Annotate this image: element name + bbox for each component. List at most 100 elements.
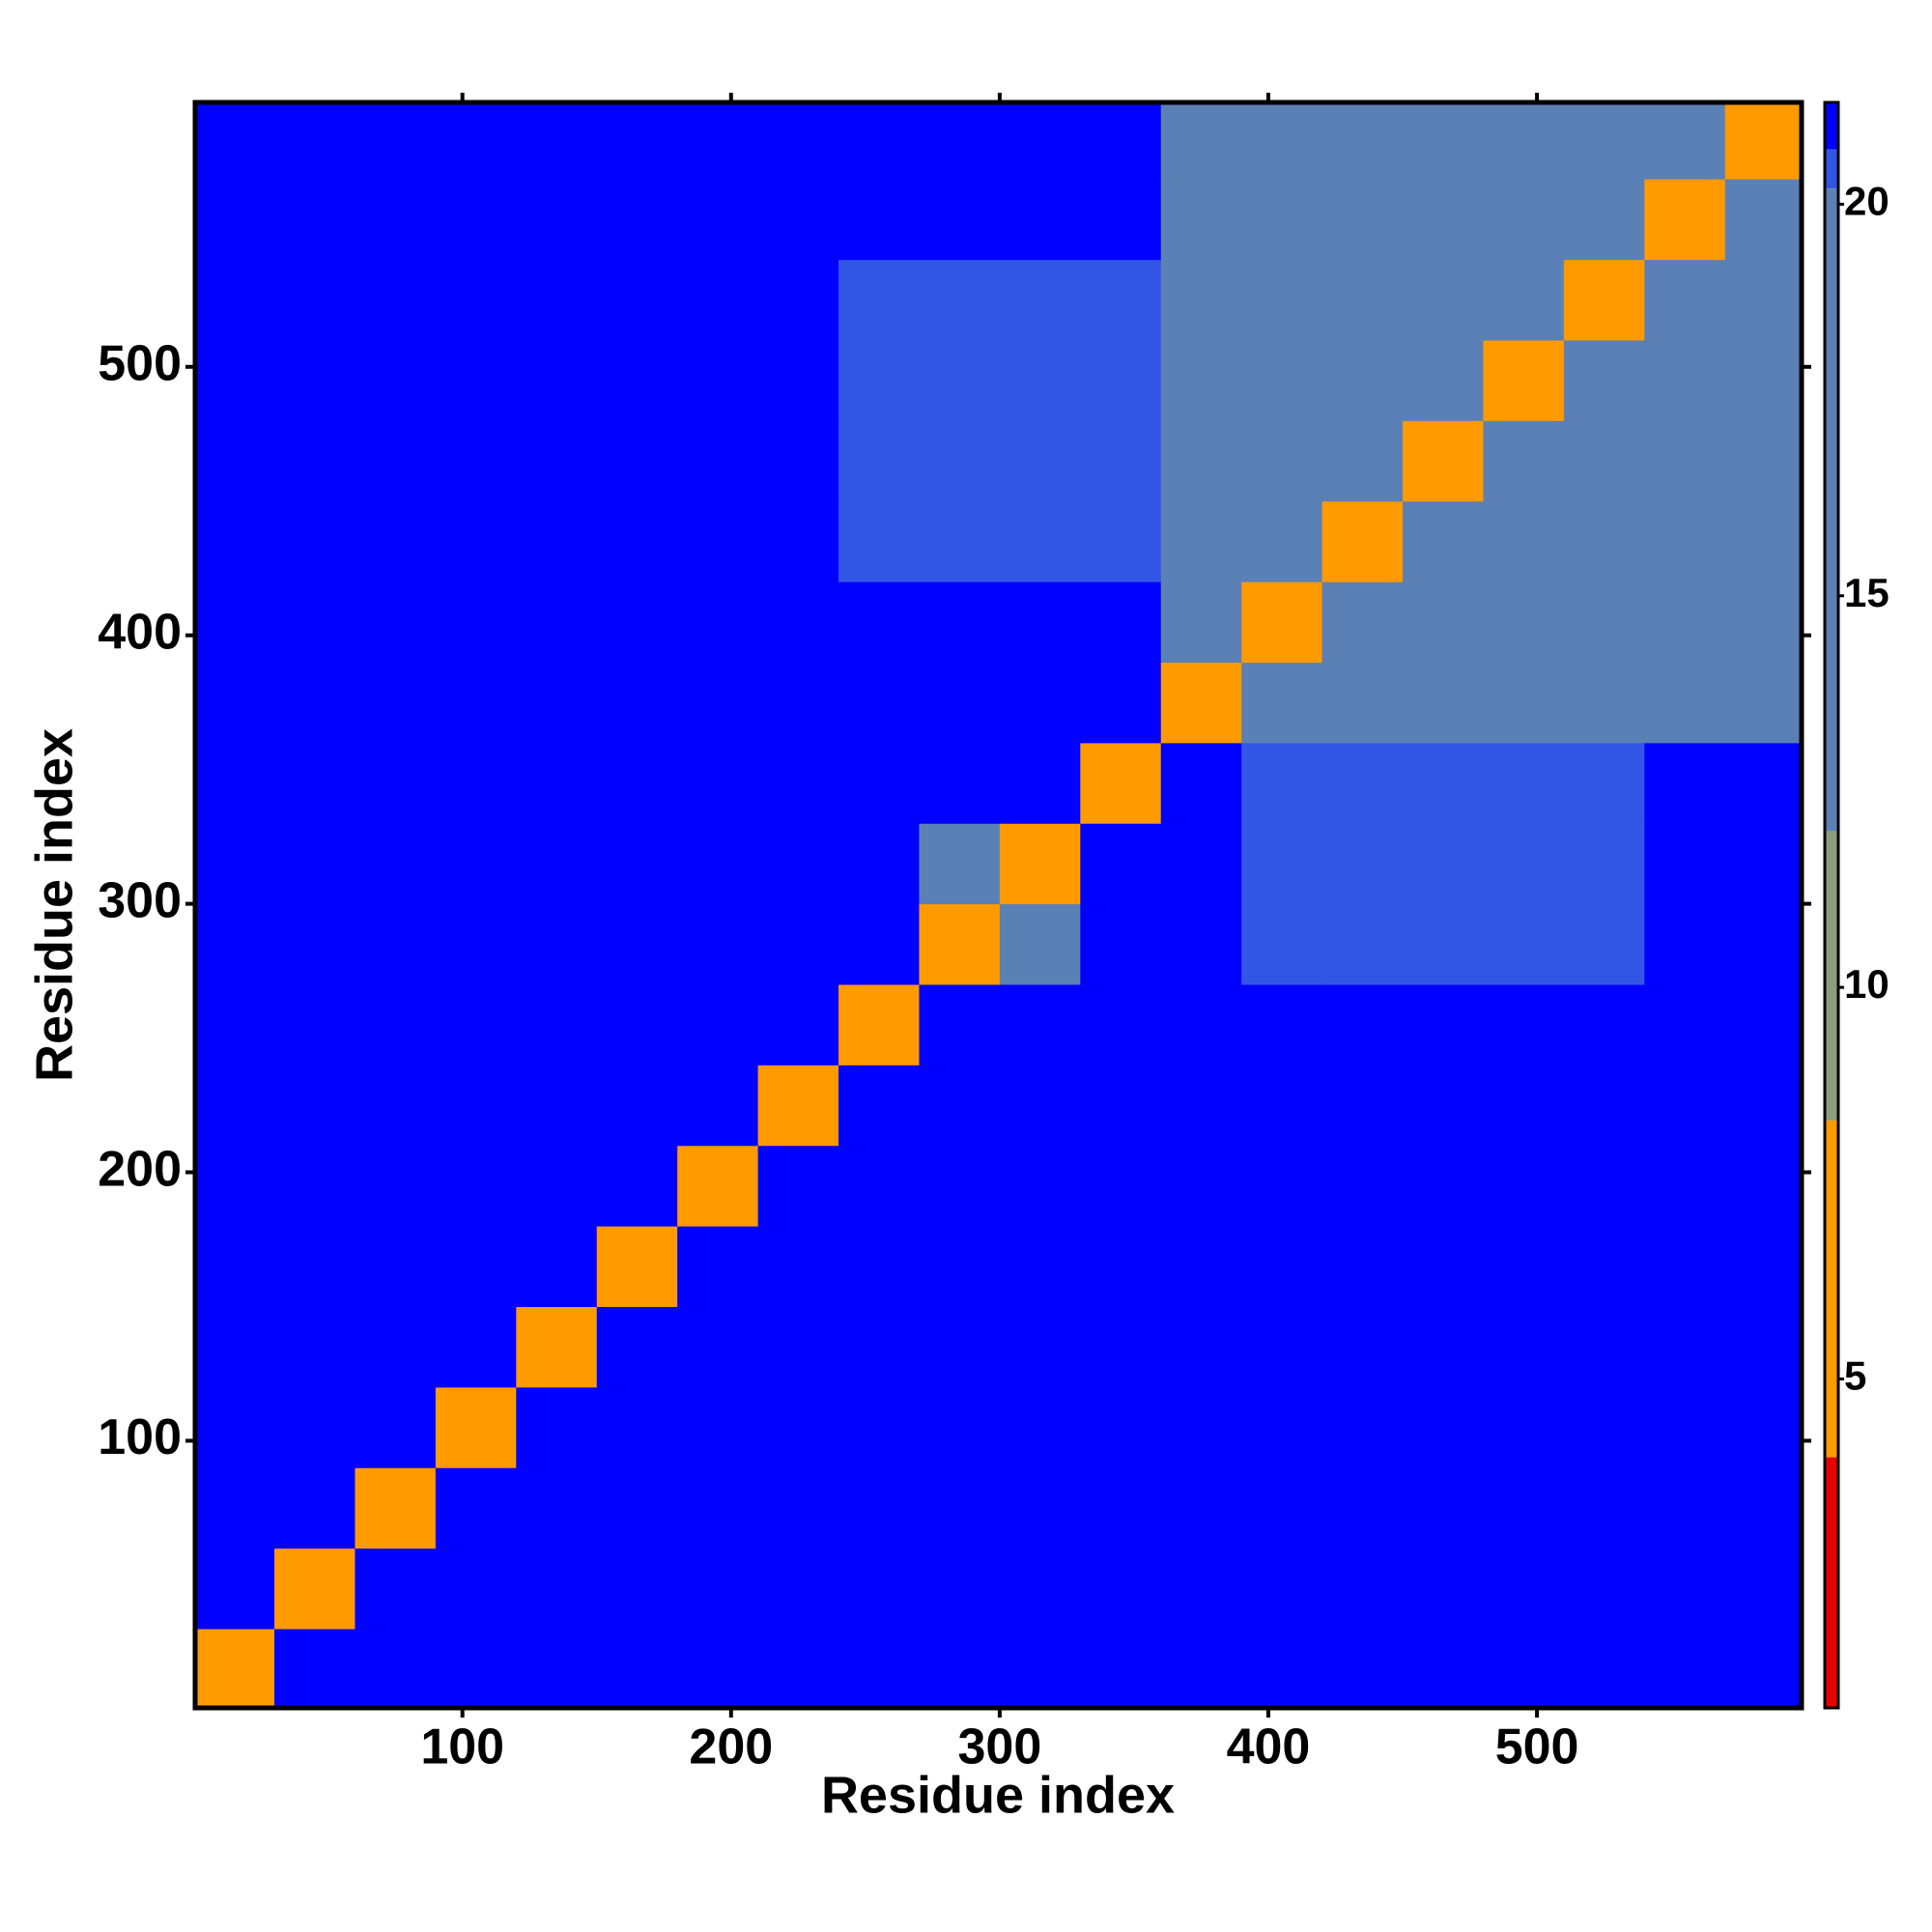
cell xyxy=(274,420,355,502)
cell xyxy=(355,582,437,663)
cell xyxy=(677,339,759,421)
cell xyxy=(838,983,920,1065)
cell xyxy=(1403,983,1484,1065)
cell xyxy=(516,1306,598,1388)
cell xyxy=(1080,662,1162,744)
cell xyxy=(919,1467,1001,1549)
cell xyxy=(1483,983,1565,1065)
cell xyxy=(1403,1386,1484,1468)
cell xyxy=(355,1145,437,1227)
cell xyxy=(1160,1306,1242,1388)
cell xyxy=(838,662,920,744)
cell xyxy=(516,1226,598,1307)
y-tick-label: 400 xyxy=(98,604,182,660)
cell xyxy=(838,742,920,824)
cell xyxy=(1724,420,1802,502)
cell xyxy=(919,339,1001,421)
cell xyxy=(1160,983,1242,1065)
cell xyxy=(1080,1629,1162,1708)
cell xyxy=(516,1386,598,1468)
cell xyxy=(1241,1306,1323,1388)
cell xyxy=(1403,662,1484,744)
cell xyxy=(1321,903,1404,985)
cell xyxy=(757,259,839,341)
cell xyxy=(1644,420,1726,502)
cell xyxy=(355,742,437,824)
cell xyxy=(1321,179,1404,261)
cell xyxy=(757,102,839,180)
cell xyxy=(1644,1306,1726,1388)
cell xyxy=(838,1226,920,1307)
y-tick-label: 200 xyxy=(98,1141,182,1197)
cell xyxy=(355,662,437,744)
cell xyxy=(838,500,920,582)
cell xyxy=(757,420,839,502)
cell xyxy=(516,903,598,985)
cell xyxy=(1563,102,1645,180)
cell xyxy=(1321,259,1404,341)
cell xyxy=(1403,1226,1484,1307)
cell xyxy=(1724,1226,1802,1307)
cell xyxy=(516,500,598,582)
cell xyxy=(435,339,517,421)
cell xyxy=(677,102,759,180)
cell xyxy=(1483,1065,1565,1147)
cell xyxy=(596,1629,678,1708)
cell xyxy=(516,1629,598,1708)
cell xyxy=(1080,102,1162,180)
cell xyxy=(1321,1467,1404,1549)
cell xyxy=(1724,259,1802,341)
cell xyxy=(1483,1629,1565,1708)
cell xyxy=(355,102,437,180)
cell xyxy=(1321,1145,1404,1227)
cell xyxy=(355,1467,437,1549)
cell xyxy=(757,500,839,582)
cell xyxy=(999,742,1081,824)
cell xyxy=(355,500,437,582)
cell xyxy=(1160,742,1242,824)
cell xyxy=(999,420,1081,502)
cell xyxy=(1644,1467,1726,1549)
cell xyxy=(596,1065,678,1147)
cell xyxy=(1483,823,1565,905)
cell xyxy=(919,1386,1001,1468)
cell xyxy=(999,1386,1081,1468)
cell xyxy=(195,259,275,341)
cell xyxy=(999,1065,1081,1147)
cell xyxy=(274,1386,355,1468)
cell xyxy=(1080,339,1162,421)
cell xyxy=(1403,259,1484,341)
cell xyxy=(677,1306,759,1388)
cell xyxy=(596,1306,678,1388)
cell xyxy=(435,582,517,663)
cell xyxy=(1403,823,1484,905)
x-tick-label: 100 xyxy=(420,1719,504,1776)
cell xyxy=(1644,983,1726,1065)
cell xyxy=(1241,662,1323,744)
cell xyxy=(195,339,275,421)
cell xyxy=(435,1226,517,1307)
cell xyxy=(516,662,598,744)
colorbar-segment xyxy=(1825,1120,1838,1458)
cell xyxy=(1321,1386,1404,1468)
cell xyxy=(1563,823,1645,905)
cell xyxy=(274,823,355,905)
cell xyxy=(1724,1467,1802,1549)
cell xyxy=(1321,823,1404,905)
cell xyxy=(838,1145,920,1227)
cell xyxy=(919,1548,1001,1630)
cell xyxy=(195,1467,275,1549)
cell xyxy=(1483,259,1565,341)
cell xyxy=(999,662,1081,744)
cell xyxy=(919,823,1001,905)
cell xyxy=(1724,500,1802,582)
colorbar-tick-label: 15 xyxy=(1844,570,1889,615)
cell xyxy=(838,582,920,663)
cell xyxy=(195,1226,275,1307)
cell xyxy=(1080,1467,1162,1549)
cell xyxy=(435,1629,517,1708)
cell xyxy=(516,259,598,341)
cell xyxy=(1563,420,1645,502)
cell xyxy=(1241,179,1323,261)
cell xyxy=(1241,1548,1323,1630)
